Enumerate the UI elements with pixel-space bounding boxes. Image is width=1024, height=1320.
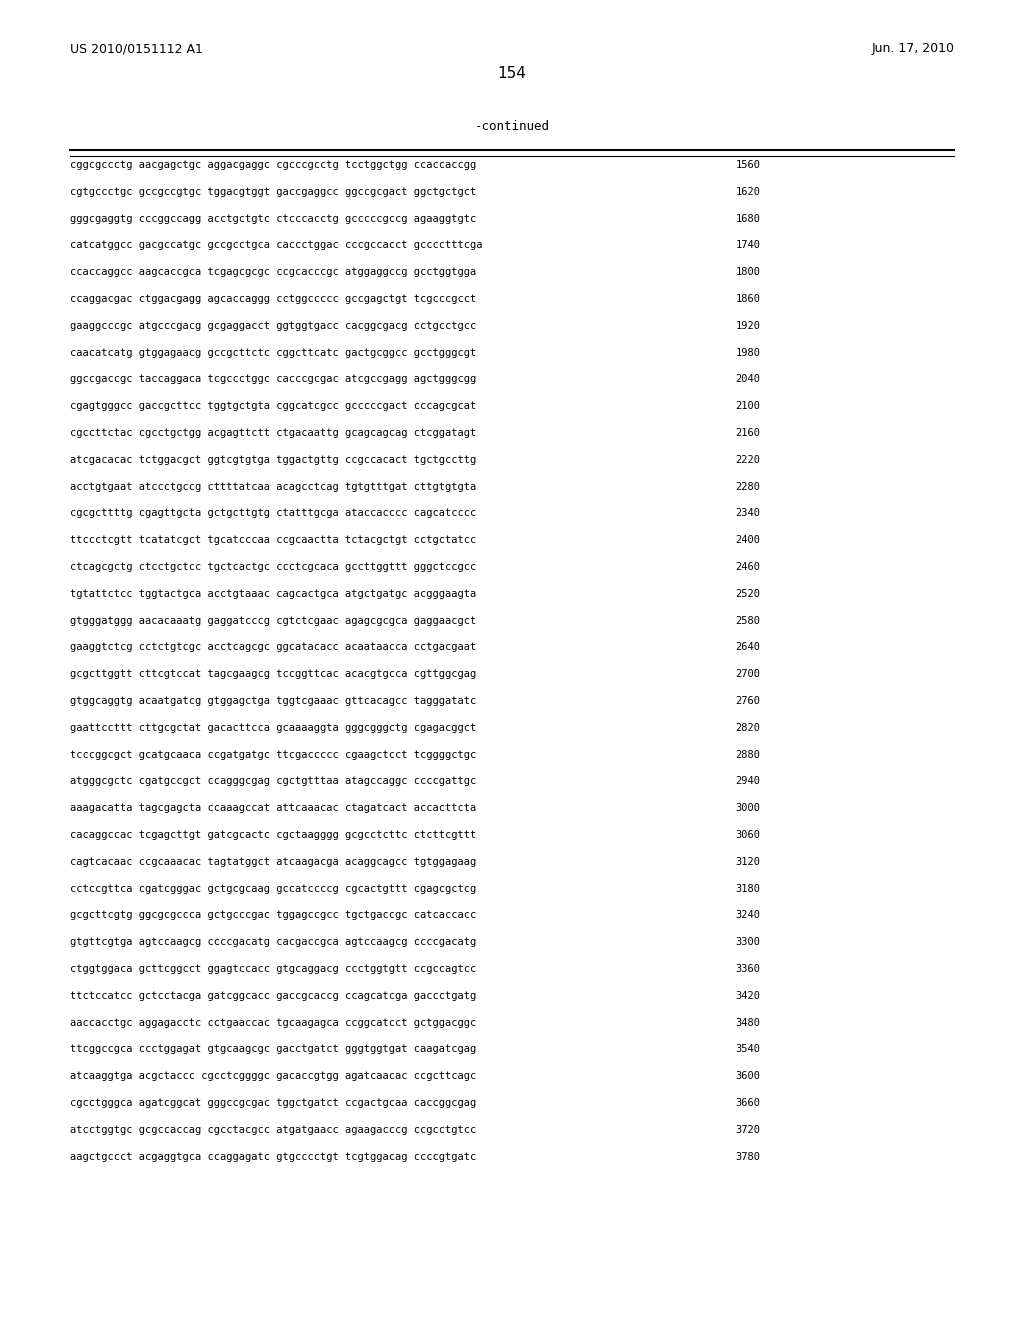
Text: cgagtgggcc gaccgcttcc tggtgctgta cggcatcgcc gcccccgact cccagcgcat: cgagtgggcc gaccgcttcc tggtgctgta cggcatc… [70, 401, 476, 412]
Text: 2100: 2100 [735, 401, 760, 412]
Text: 2400: 2400 [735, 535, 760, 545]
Text: 1740: 1740 [735, 240, 760, 251]
Text: 2280: 2280 [735, 482, 760, 491]
Text: 2520: 2520 [735, 589, 760, 599]
Text: gaaggtctcg cctctgtcgc acctcagcgc ggcatacacc acaataacca cctgacgaat: gaaggtctcg cctctgtcgc acctcagcgc ggcatac… [70, 643, 476, 652]
Text: 3120: 3120 [735, 857, 760, 867]
Text: 3480: 3480 [735, 1018, 760, 1027]
Text: 2640: 2640 [735, 643, 760, 652]
Text: 2700: 2700 [735, 669, 760, 680]
Text: aagctgccct acgaggtgca ccaggagatc gtgcccctgt tcgtggacag ccccgtgatc: aagctgccct acgaggtgca ccaggagatc gtgcccc… [70, 1151, 476, 1162]
Text: caacatcatg gtggagaacg gccgcttctc cggcttcatc gactgcggcc gcctgggcgt: caacatcatg gtggagaacg gccgcttctc cggcttc… [70, 347, 476, 358]
Text: cacaggccac tcgagcttgt gatcgcactc cgctaagggg gcgcctcttc ctcttcgttt: cacaggccac tcgagcttgt gatcgcactc cgctaag… [70, 830, 476, 840]
Text: gcgcttcgtg ggcgcgccca gctgcccgac tggagccgcc tgctgaccgc catcaccacc: gcgcttcgtg ggcgcgccca gctgcccgac tggagcc… [70, 911, 476, 920]
Text: 2340: 2340 [735, 508, 760, 519]
Text: 3360: 3360 [735, 964, 760, 974]
Text: gaattccttt cttgcgctat gacacttcca gcaaaaggta gggcgggctg cgagacggct: gaattccttt cttgcgctat gacacttcca gcaaaag… [70, 723, 476, 733]
Text: cagtcacaac ccgcaaacac tagtatggct atcaagacga acaggcagcc tgtggagaag: cagtcacaac ccgcaaacac tagtatggct atcaaga… [70, 857, 476, 867]
Text: 1800: 1800 [735, 267, 760, 277]
Text: acctgtgaat atccctgccg cttttatcaa acagcctcag tgtgtttgat cttgtgtgta: acctgtgaat atccctgccg cttttatcaa acagcct… [70, 482, 476, 491]
Text: 2160: 2160 [735, 428, 760, 438]
Text: catcatggcc gacgccatgc gccgcctgca caccctggac cccgccacct gcccctttcga: catcatggcc gacgccatgc gccgcctgca caccctg… [70, 240, 482, 251]
Text: 1680: 1680 [735, 214, 760, 223]
Text: atcctggtgc gcgccaccag cgcctacgcc atgatgaacc agaagacccg ccgcctgtcc: atcctggtgc gcgccaccag cgcctacgcc atgatga… [70, 1125, 476, 1135]
Text: 3720: 3720 [735, 1125, 760, 1135]
Text: 154: 154 [498, 66, 526, 81]
Text: 3600: 3600 [735, 1072, 760, 1081]
Text: 1980: 1980 [735, 347, 760, 358]
Text: 2760: 2760 [735, 696, 760, 706]
Text: tcccggcgct gcatgcaaca ccgatgatgc ttcgaccccc cgaagctcct tcggggctgc: tcccggcgct gcatgcaaca ccgatgatgc ttcgacc… [70, 750, 476, 759]
Text: ccaccaggcc aagcaccgca tcgagcgcgc ccgcacccgc atggaggccg gcctggtgga: ccaccaggcc aagcaccgca tcgagcgcgc ccgcacc… [70, 267, 476, 277]
Text: 3420: 3420 [735, 991, 760, 1001]
Text: atcaaggtga acgctaccc cgcctcggggc gacaccgtgg agatcaacac ccgcttcagc: atcaaggtga acgctaccc cgcctcggggc gacaccg… [70, 1072, 476, 1081]
Text: 2580: 2580 [735, 615, 760, 626]
Text: cgtgccctgc gccgccgtgc tggacgtggt gaccgaggcc ggccgcgact ggctgctgct: cgtgccctgc gccgccgtgc tggacgtggt gaccgag… [70, 187, 476, 197]
Text: 2820: 2820 [735, 723, 760, 733]
Text: aaagacatta tagcgagcta ccaaagccat attcaaacac ctagatcact accacttcta: aaagacatta tagcgagcta ccaaagccat attcaaa… [70, 803, 476, 813]
Text: cgcctgggca agatcggcat gggccgcgac tggctgatct ccgactgcaa caccggcgag: cgcctgggca agatcggcat gggccgcgac tggctga… [70, 1098, 476, 1107]
Text: gcgcttggtt cttcgtccat tagcgaagcg tccggttcac acacgtgcca cgttggcgag: gcgcttggtt cttcgtccat tagcgaagcg tccggtt… [70, 669, 476, 680]
Text: 3300: 3300 [735, 937, 760, 948]
Text: 3060: 3060 [735, 830, 760, 840]
Text: 3540: 3540 [735, 1044, 760, 1055]
Text: tgtattctcc tggtactgca acctgtaaac cagcactgca atgctgatgc acgggaagta: tgtattctcc tggtactgca acctgtaaac cagcact… [70, 589, 476, 599]
Text: aaccacctgc aggagacctc cctgaaccac tgcaagagca ccggcatcct gctggacggc: aaccacctgc aggagacctc cctgaaccac tgcaaga… [70, 1018, 476, 1027]
Text: gtgggatggg aacacaaatg gaggatcccg cgtctcgaac agagcgcgca gaggaacgct: gtgggatggg aacacaaatg gaggatcccg cgtctcg… [70, 615, 476, 626]
Text: 1620: 1620 [735, 187, 760, 197]
Text: 2940: 2940 [735, 776, 760, 787]
Text: 1560: 1560 [735, 160, 760, 170]
Text: cgcgcttttg cgagttgcta gctgcttgtg ctatttgcga ataccacccc cagcatcccc: cgcgcttttg cgagttgcta gctgcttgtg ctatttg… [70, 508, 476, 519]
Text: cggcgccctg aacgagctgc aggacgaggc cgcccgcctg tcctggctgg ccaccaccgg: cggcgccctg aacgagctgc aggacgaggc cgcccgc… [70, 160, 476, 170]
Text: ctggtggaca gcttcggcct ggagtccacc gtgcaggacg ccctggtgtt ccgccagtcc: ctggtggaca gcttcggcct ggagtccacc gtgcagg… [70, 964, 476, 974]
Text: 2220: 2220 [735, 455, 760, 465]
Text: ggccgaccgc taccaggaca tcgccctggc cacccgcgac atcgccgagg agctgggcgg: ggccgaccgc taccaggaca tcgccctggc cacccgc… [70, 375, 476, 384]
Text: gggcgaggtg cccggccagg acctgctgtc ctcccacctg gcccccgccg agaaggtgtc: gggcgaggtg cccggccagg acctgctgtc ctcccac… [70, 214, 476, 223]
Text: ccaggacgac ctggacgagg agcaccaggg cctggccccc gccgagctgt tcgcccgcct: ccaggacgac ctggacgagg agcaccaggg cctggcc… [70, 294, 476, 304]
Text: 3780: 3780 [735, 1151, 760, 1162]
Text: Jun. 17, 2010: Jun. 17, 2010 [871, 42, 954, 55]
Text: cgccttctac cgcctgctgg acgagttctt ctgacaattg gcagcagcag ctcggatagt: cgccttctac cgcctgctgg acgagttctt ctgacaa… [70, 428, 476, 438]
Text: US 2010/0151112 A1: US 2010/0151112 A1 [70, 42, 203, 55]
Text: atgggcgctc cgatgccgct ccagggcgag cgctgtttaa atagccaggc ccccgattgc: atgggcgctc cgatgccgct ccagggcgag cgctgtt… [70, 776, 476, 787]
Text: ttccctcgtt tcatatcgct tgcatcccaa ccgcaactta tctacgctgt cctgctatcc: ttccctcgtt tcatatcgct tgcatcccaa ccgcaac… [70, 535, 476, 545]
Text: ctcagcgctg ctcctgctcc tgctcactgc ccctcgcaca gccttggttt gggctccgcc: ctcagcgctg ctcctgctcc tgctcactgc ccctcgc… [70, 562, 476, 572]
Text: 3180: 3180 [735, 883, 760, 894]
Text: -continued: -continued [474, 120, 550, 133]
Text: 3660: 3660 [735, 1098, 760, 1107]
Text: gtgttcgtga agtccaagcg ccccgacatg cacgaccgca agtccaagcg ccccgacatg: gtgttcgtga agtccaagcg ccccgacatg cacgacc… [70, 937, 476, 948]
Text: atcgacacac tctggacgct ggtcgtgtga tggactgttg ccgccacact tgctgccttg: atcgacacac tctggacgct ggtcgtgtga tggactg… [70, 455, 476, 465]
Text: gtggcaggtg acaatgatcg gtggagctga tggtcgaaac gttcacagcc tagggatatc: gtggcaggtg acaatgatcg gtggagctga tggtcga… [70, 696, 476, 706]
Text: cctccgttca cgatcgggac gctgcgcaag gccatccccg cgcactgttt cgagcgctcg: cctccgttca cgatcgggac gctgcgcaag gccatcc… [70, 883, 476, 894]
Text: 2040: 2040 [735, 375, 760, 384]
Text: ttcggccgca ccctggagat gtgcaagcgc gacctgatct gggtggtgat caagatcgag: ttcggccgca ccctggagat gtgcaagcgc gacctga… [70, 1044, 476, 1055]
Text: 1860: 1860 [735, 294, 760, 304]
Text: 3240: 3240 [735, 911, 760, 920]
Text: gaaggcccgc atgcccgacg gcgaggacct ggtggtgacc cacggcgacg cctgcctgcc: gaaggcccgc atgcccgacg gcgaggacct ggtggtg… [70, 321, 476, 331]
Text: 1920: 1920 [735, 321, 760, 331]
Text: 2880: 2880 [735, 750, 760, 759]
Text: 3000: 3000 [735, 803, 760, 813]
Text: 2460: 2460 [735, 562, 760, 572]
Text: ttctccatcc gctcctacga gatcggcacc gaccgcaccg ccagcatcga gaccctgatg: ttctccatcc gctcctacga gatcggcacc gaccgca… [70, 991, 476, 1001]
